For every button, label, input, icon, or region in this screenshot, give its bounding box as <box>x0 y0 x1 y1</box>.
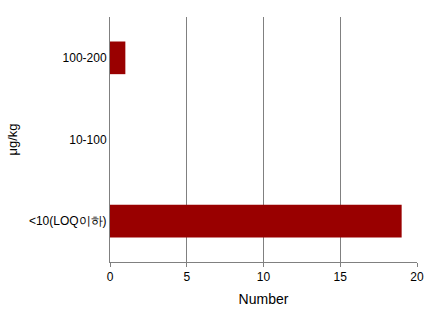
svg-text:15: 15 <box>334 270 348 284</box>
svg-text:Number: Number <box>239 291 289 307</box>
svg-text:5: 5 <box>183 270 190 284</box>
svg-text:100-200: 100-200 <box>63 51 107 65</box>
svg-text:0: 0 <box>107 270 114 284</box>
svg-text:<10(LOQ이하): <10(LOQ이하) <box>29 214 107 228</box>
svg-text:10: 10 <box>257 270 271 284</box>
svg-text:10-100: 10-100 <box>69 133 107 147</box>
svg-text:μg/kg: μg/kg <box>5 123 20 155</box>
svg-text:20: 20 <box>410 270 424 284</box>
